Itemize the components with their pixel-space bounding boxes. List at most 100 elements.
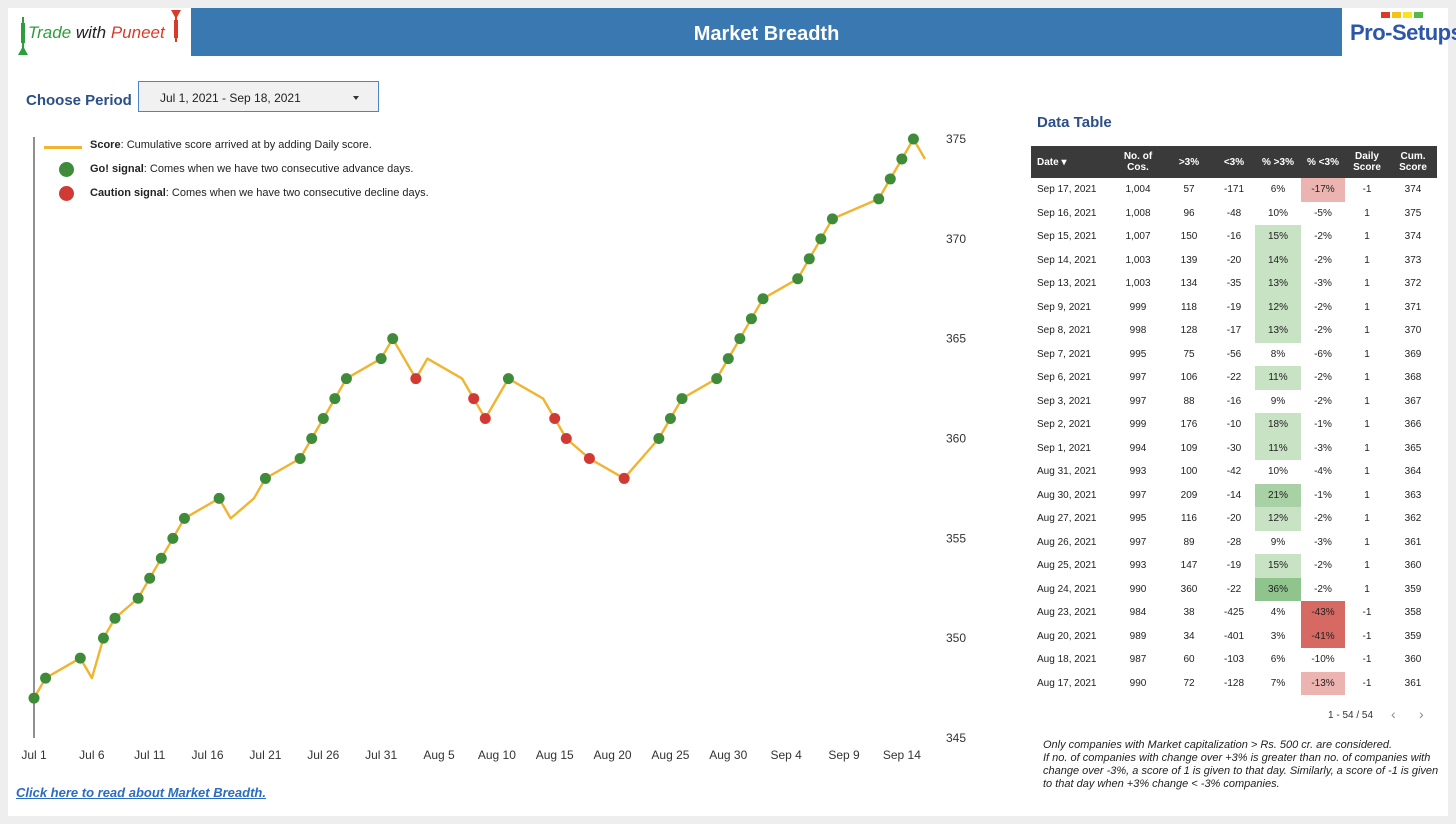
table-row[interactable]: Sep 8, 2021 998 128 -17 13% -2% 1 370 [1031,319,1437,343]
cell-cos: 1,004 [1125,184,1151,196]
x-tick-label: Jul 16 [192,748,224,762]
column-header-gt3[interactable]: >3% [1165,146,1213,178]
table-row[interactable]: Sep 16, 2021 1,008 96 -48 10% -5% 1 375 [1031,202,1437,226]
table-row[interactable]: Sep 1, 2021 994 109 -30 11% -3% 1 365 [1031,436,1437,460]
chevron-down-icon [353,96,359,100]
cell-date: Aug 26, 2021 [1037,536,1097,548]
cell-pgt: 10% [1267,207,1288,219]
go-signal-point [259,472,271,484]
cell-gt: 139 [1180,254,1198,266]
table-row[interactable]: Sep 2, 2021 999 176 -10 18% -1% 1 366 [1031,413,1437,437]
chevron-left-icon[interactable]: ‹ [1391,706,1396,722]
cell-daily: 1 [1364,583,1370,595]
cell-cum: 370 [1404,325,1422,337]
cell-gt: 100 [1180,466,1198,478]
data-table: Date ▾ No. of Cos. >3% <3% % >3% % <3% D… [1031,146,1437,695]
column-header-lt3[interactable]: <3% [1213,146,1255,178]
x-tick-label: Jul 6 [79,748,105,762]
y-tick-label: 365 [946,332,966,346]
cell-plt: -2% [1314,395,1332,407]
cell-date: Sep 8, 2021 [1037,325,1091,337]
cell-daily: 1 [1364,513,1370,525]
go-signal-point [155,552,167,564]
column-header-no-of-cos[interactable]: No. of Cos. [1111,146,1165,178]
sort-descending-icon: ▾ [1061,156,1067,168]
cell-pgt: 21% [1255,483,1301,507]
table-row[interactable]: Sep 3, 2021 997 88 -16 9% -2% 1 367 [1031,390,1437,414]
cell-pgt: 9% [1270,536,1286,548]
data-table-container[interactable]: Date ▾ No. of Cos. >3% <3% % >3% % <3% D… [1031,146,1437,704]
go-signal-point [97,632,109,644]
cell-date: Sep 15, 2021 [1037,231,1097,243]
table-row[interactable]: Aug 17, 2021 990 72 -128 7% -13% -1 361 [1031,671,1437,695]
cell-date: Sep 1, 2021 [1037,442,1091,454]
cell-daily: 1 [1364,207,1370,219]
cell-date: Aug 24, 2021 [1037,583,1097,595]
table-row[interactable]: Sep 17, 2021 1,004 57 -171 6% -17% -1 374 [1031,178,1437,202]
column-header-daily-score[interactable]: Daily Score [1345,146,1389,178]
table-row[interactable]: Aug 27, 2021 995 116 -20 12% -2% 1 362 [1031,507,1437,531]
period-value: Jul 1, 2021 - Sep 18, 2021 [160,91,301,105]
column-header-cum-score[interactable]: Cum. Score [1389,146,1437,178]
period-dropdown[interactable]: Jul 1, 2021 - Sep 18, 2021 [138,81,379,112]
y-tick-label: 350 [946,631,966,645]
table-row[interactable]: Sep 6, 2021 997 106 -22 11% -2% 1 368 [1031,366,1437,390]
cell-cos: 994 [1129,442,1147,454]
go-signal-point [896,153,908,165]
note-line-2: If no. of companies with change over +3%… [1043,752,1439,790]
table-row[interactable]: Aug 23, 2021 984 38 -425 4% -43% -1 358 [1031,601,1437,625]
cell-lt: -42 [1226,466,1242,478]
cell-lt: -30 [1226,442,1242,454]
go-signal-point [28,692,40,704]
column-header-date[interactable]: Date ▾ [1031,146,1111,178]
table-header-row: Date ▾ No. of Cos. >3% <3% % >3% % <3% D… [1031,146,1437,178]
cell-plt: -41% [1301,624,1345,648]
table-row[interactable]: Sep 15, 2021 1,007 150 -16 15% -2% 1 374 [1031,225,1437,249]
cell-daily: 1 [1364,254,1370,266]
cell-lt: -19 [1226,301,1242,313]
column-header-pct-lt3[interactable]: % <3% [1301,146,1345,178]
table-row[interactable]: Aug 24, 2021 990 360 -22 36% -2% 1 359 [1031,577,1437,601]
cell-plt: -2% [1314,254,1332,266]
cell-lt: -401 [1223,630,1244,642]
go-signal-point [792,273,804,285]
cell-cum: 371 [1404,301,1422,313]
column-header-pct-gt3[interactable]: % >3% [1255,146,1301,178]
cell-daily: 1 [1364,442,1370,454]
table-row[interactable]: Aug 20, 2021 989 34 -401 3% -41% -1 359 [1031,624,1437,648]
logo-bar-0 [1381,12,1390,18]
table-row[interactable]: Sep 13, 2021 1,003 134 -35 13% -3% 1 372 [1031,272,1437,296]
table-row[interactable]: Sep 9, 2021 999 118 -19 12% -2% 1 371 [1031,295,1437,319]
table-row[interactable]: Aug 30, 2021 997 209 -14 21% -1% 1 363 [1031,483,1437,507]
x-tick-label: Jul 1 [21,748,47,762]
cell-gt: 88 [1183,395,1195,407]
go-signal-point [884,173,896,185]
chevron-right-icon[interactable]: › [1419,706,1424,722]
cell-gt: 134 [1180,278,1198,290]
cell-gt: 116 [1181,513,1197,525]
cell-cum: 360 [1404,654,1422,666]
go-signal-point [109,612,121,624]
cell-cum: 365 [1404,442,1422,454]
red-down-triangle-icon [171,10,181,19]
table-row[interactable]: Aug 31, 2021 993 100 -42 10% -4% 1 364 [1031,460,1437,484]
cell-lt: -103 [1223,654,1244,666]
read-market-breadth-link[interactable]: Click here to read about Market Breadth. [16,785,266,800]
go-signal-point [213,492,225,504]
go-signal-point [144,572,156,584]
cell-daily: -1 [1362,677,1372,689]
cell-cum: 359 [1404,630,1422,642]
table-row[interactable]: Aug 26, 2021 997 89 -28 9% -3% 1 361 [1031,531,1437,555]
go-signal-point [387,333,399,345]
cell-pgt: 13% [1255,272,1301,296]
cell-date: Sep 2, 2021 [1037,419,1091,431]
cell-cos: 998 [1129,325,1147,337]
table-row[interactable]: Sep 7, 2021 995 75 -56 8% -6% 1 369 [1031,343,1437,367]
table-row[interactable]: Aug 25, 2021 993 147 -19 15% -2% 1 360 [1031,554,1437,578]
cell-plt: -5% [1314,207,1332,219]
table-row[interactable]: Aug 18, 2021 987 60 -103 6% -10% -1 360 [1031,648,1437,672]
cell-date: Sep 3, 2021 [1037,395,1091,407]
table-row[interactable]: Sep 14, 2021 1,003 139 -20 14% -2% 1 373 [1031,248,1437,272]
go-signal-point [40,672,52,684]
cell-gt: 147 [1180,560,1198,572]
